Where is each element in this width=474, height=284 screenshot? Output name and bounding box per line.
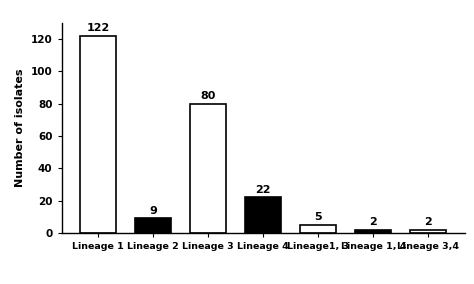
Text: 9: 9 [149,206,157,216]
Bar [300,225,336,233]
Text: 122: 122 [86,23,109,33]
Text: 2: 2 [424,217,432,227]
Bar [356,230,391,233]
Text: 22: 22 [255,185,271,195]
Bar [135,218,171,233]
Bar [410,230,446,233]
Text: 80: 80 [201,91,216,101]
Y-axis label: Number of isolates: Number of isolates [15,68,25,187]
Text: 2: 2 [369,217,377,227]
Bar [80,36,116,233]
Bar [245,197,281,233]
Text: 5: 5 [314,212,322,222]
Bar [190,104,226,233]
